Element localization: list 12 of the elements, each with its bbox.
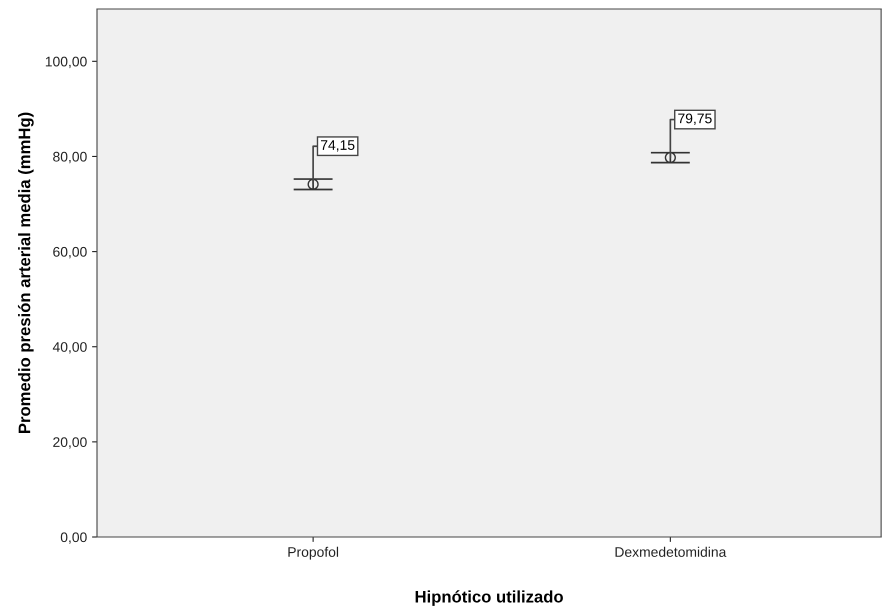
y-tick-label: 60,00 [53, 246, 87, 258]
y-tick-label: 40,00 [52, 342, 87, 354]
y-tick-label: 20,00 [53, 437, 87, 449]
x-tick-label: Dexmedetomidina [616, 546, 726, 557]
y-tick-label: 80,00 [53, 152, 87, 164]
data-label: 74,15 [320, 140, 354, 152]
x-tick-label: Propofol [288, 546, 338, 560]
y-tick-label: 0,00 [60, 532, 87, 544]
x-axis-title: Hipnótico utilizado [416, 590, 563, 606]
y-axis-title: Promedio presión arterial media (mmHg) [18, 112, 34, 434]
y-tick-label: 100,00 [46, 56, 87, 68]
data-label: 79,75 [678, 113, 712, 125]
